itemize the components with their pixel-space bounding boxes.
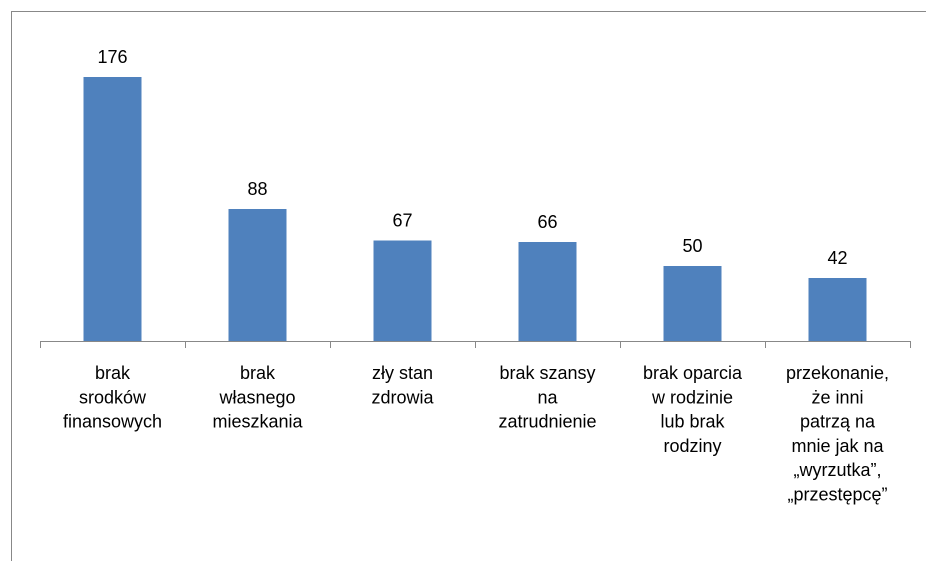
x-tick-label: brak oparcia w rodzinie lub brak rodziny <box>643 363 743 456</box>
bar <box>808 278 867 341</box>
x-tick-label: przekonanie, że inni patrzą na mnie jak na „… <box>786 363 889 505</box>
data-label: 88 <box>247 179 267 199</box>
x-tick-label: brak szansy na zatrudnienie <box>498 363 596 432</box>
x-tick-label: brak srodków finansowych <box>63 363 162 432</box>
bar <box>83 77 142 341</box>
bar <box>518 242 577 341</box>
bar <box>663 266 722 341</box>
data-label: 66 <box>537 212 557 232</box>
data-label: 42 <box>827 248 847 268</box>
data-label: 67 <box>392 211 412 231</box>
x-tick-label: zły stan zdrowia <box>371 363 434 407</box>
data-label: 50 <box>682 236 702 256</box>
bar <box>228 209 287 341</box>
data-label: 176 <box>97 47 127 67</box>
chart-frame <box>11 11 926 561</box>
bar <box>373 240 432 341</box>
x-tick-label: brak własnego mieszkania <box>212 363 303 432</box>
